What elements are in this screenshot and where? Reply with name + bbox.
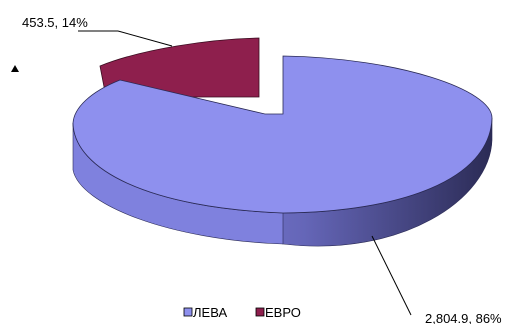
legend-label-leva: ЛЕВА: [193, 305, 227, 320]
legend-swatch-euro: [255, 307, 265, 317]
leader-line-leva: [371, 235, 412, 316]
data-label-euro: 453.5, 14%: [22, 15, 88, 30]
legend-swatch-leva: [183, 307, 193, 317]
legend-label-euro: ЕВРО: [265, 305, 301, 320]
pie-slice-euro: [99, 37, 260, 98]
legend: ЛЕВА ЕВРО: [183, 305, 301, 320]
pie-slice-leva-group: [72, 55, 493, 247]
data-label-leva: 2,804.9, 86%: [425, 311, 502, 324]
leader-line-euro: [117, 30, 173, 47]
triangle-marker-icon: [11, 65, 19, 72]
pie-slice-leva: [72, 55, 493, 214]
